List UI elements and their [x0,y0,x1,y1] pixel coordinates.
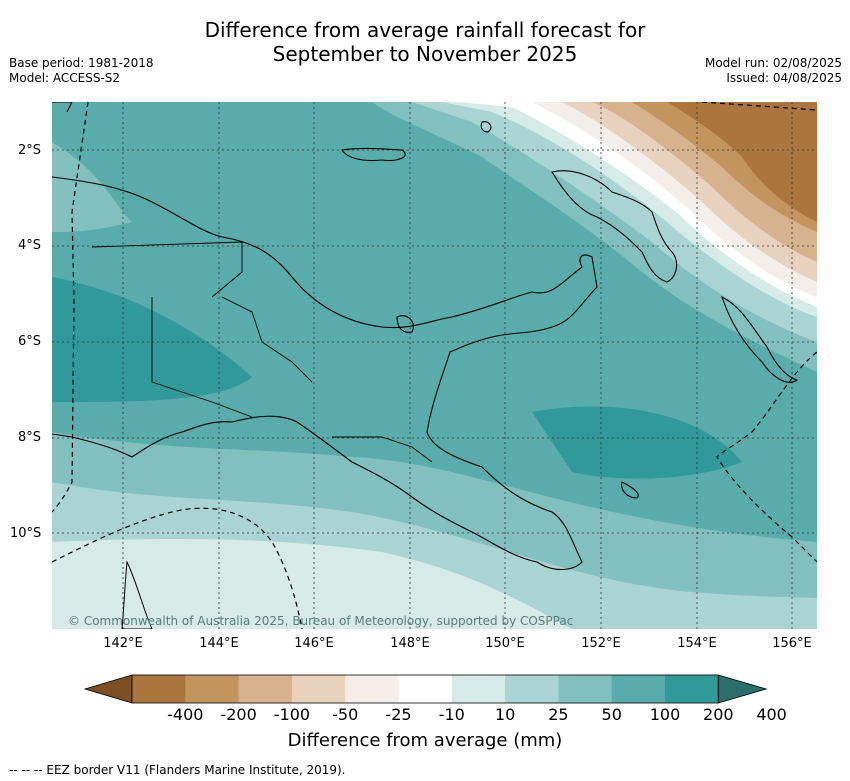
run-info: Model run: 02/08/2025 Issued: 04/08/2025 [705,56,842,86]
colorbar-segment [238,675,293,703]
lon-label-154e: 154°E [677,636,717,651]
colorbar-tick-label: -400 [167,705,204,724]
issued-date: Issued: 04/08/2025 [726,71,842,85]
colorbar-tick-label: 200 [703,705,734,724]
colorbar-tick-label: 10 [494,705,516,724]
lon-label-142e: 142°E [103,636,143,651]
lat-label-4s: 4°S [18,238,42,253]
coastlines [52,102,799,571]
base-period: Base period: 1981-2018 [9,56,154,70]
model-name: Model: ACCESS-S2 [9,71,121,85]
lon-label-156e: 156°E [772,636,812,651]
lat-label-2s: 2°S [18,143,42,158]
lon-label-148e: 148°E [390,636,430,651]
colorbar-tick-label: 50 [601,705,622,724]
colorbar-border [131,674,719,704]
colorbar-tick-label: -100 [273,705,311,724]
lon-label-144e: 144°E [199,636,239,651]
colorbar-tick-label: -10 [438,705,465,724]
lon-label-152e: 152°E [581,636,621,651]
colorbar-tick-label: -25 [385,705,412,724]
colorbar-segment [398,675,453,703]
lon-label-146e: 146°E [294,636,334,651]
lat-label-8s: 8°S [18,430,42,445]
lon-label-150e: 150°E [485,636,525,651]
colorbar-segment [291,675,346,703]
colorbar-segment [345,675,399,703]
cape-york-coast [121,560,153,629]
colorbar-title: Difference from average (mm) [287,730,563,751]
model-info: Base period: 1981-2018 Model: ACCESS-S2 [9,56,154,86]
title-line-2: September to November 2025 [272,42,578,66]
eez-footnote: -- -- -- EEZ border V11 (Flanders Marine… [9,763,346,777]
eez-borders [52,102,817,629]
colorbar-extend-low [84,674,133,704]
colorbar-tick-label: -200 [220,705,257,724]
lat-label-6s: 6°S [18,334,42,349]
band-ne-minus200-400 [667,102,817,222]
colorbar-extend-high [717,674,768,704]
rainfall-map: © Commonwealth of Australia 2025, Bureau… [52,102,817,629]
colorbar-segment [505,675,559,703]
colorbar-segment [451,675,506,703]
colorbar-segment [665,675,719,703]
colorbar-tick-label: 400 [756,705,787,724]
colorbar-segment [132,675,186,703]
patch-200-400-east [532,406,742,479]
province-borders [91,241,433,463]
copyright-notice: © Commonwealth of Australia 2025, Bureau… [68,614,573,628]
colorbar-segment [611,675,666,703]
model-run-date: Model run: 02/08/2025 [704,56,842,70]
colorbar-tick-label: 100 [649,705,681,724]
band-10-25-south [52,539,572,629]
colorbar-segment [558,675,613,703]
colorbar-tick-label: -50 [332,705,359,724]
map-title: Difference from average rainfall forecas… [0,18,850,66]
lat-label-10s: 10°S [10,526,42,541]
colorbar-tick-label: 25 [548,705,569,724]
colorbar-segment [185,675,240,703]
colorbar [84,674,768,704]
title-line-1: Difference from average rainfall forecas… [204,18,646,42]
